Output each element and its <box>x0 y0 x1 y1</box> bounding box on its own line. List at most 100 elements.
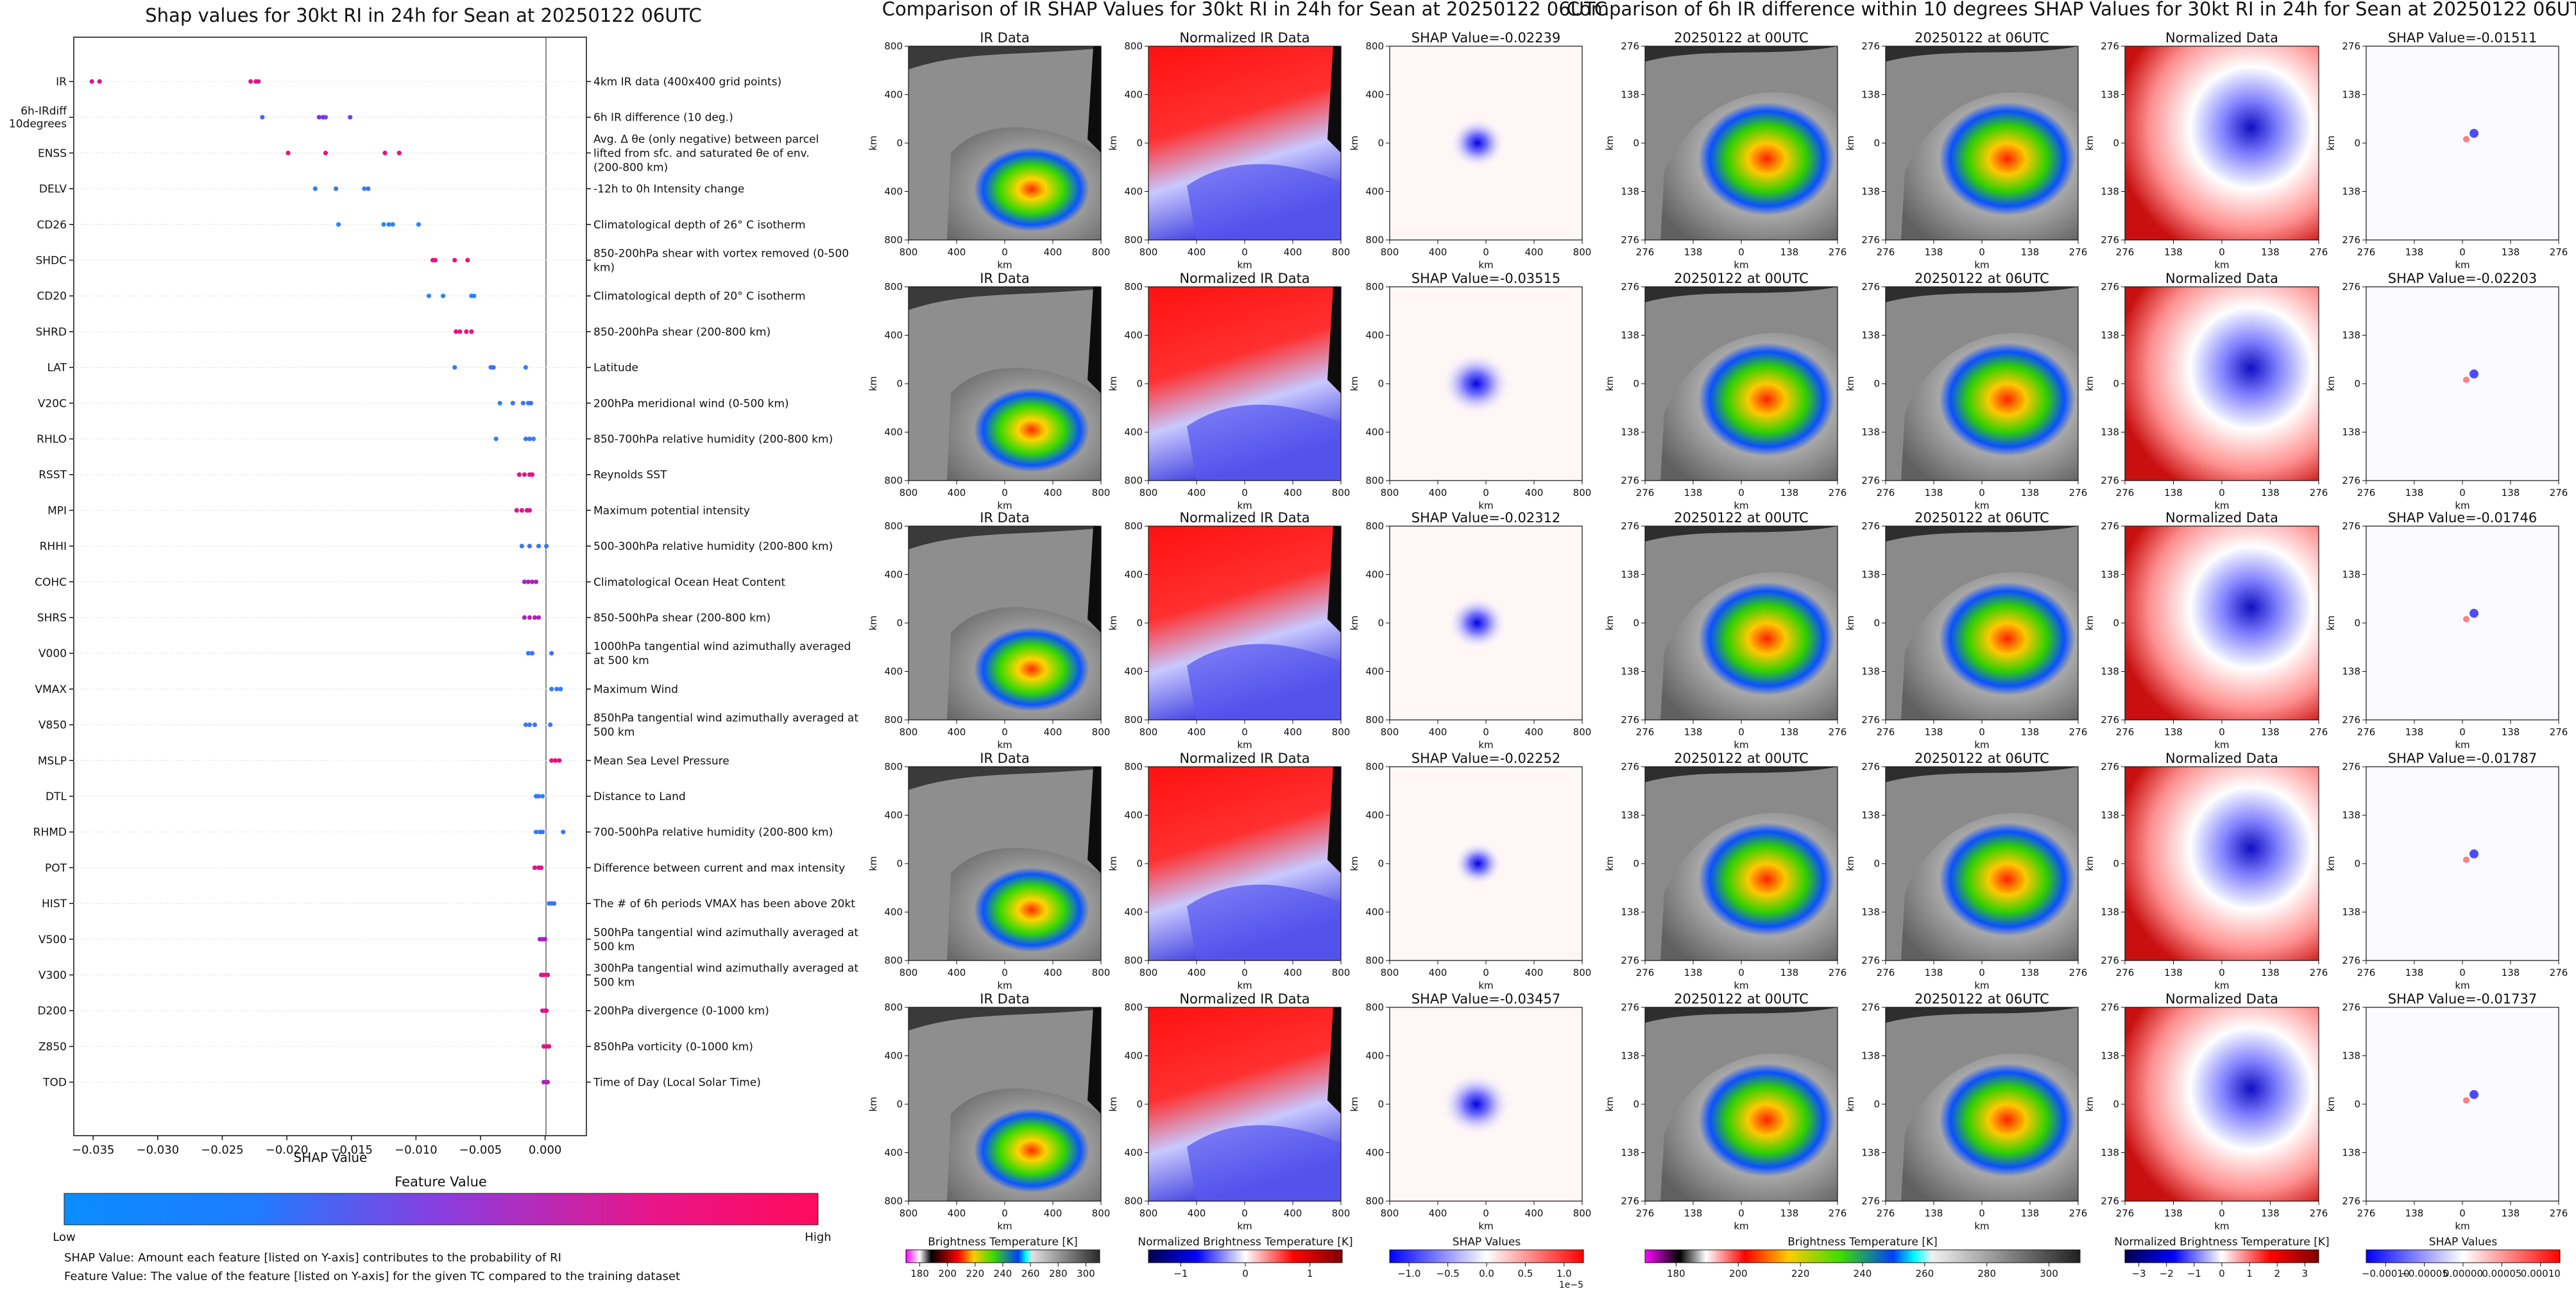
panel-y-tick-label: 0 <box>1136 858 1143 869</box>
panel-x-tick-label: 0 <box>2219 1208 2225 1219</box>
panel-x-tick-label: 138 <box>2021 726 2040 738</box>
shap-point <box>545 972 550 978</box>
feature-label: COHC <box>35 576 67 589</box>
panel-y-tick-label: 0 <box>1873 137 1880 149</box>
panel-x-tick-label: 276 <box>2357 487 2376 499</box>
panel-y-tick-label: 276 <box>1861 955 1880 966</box>
panel-y-tick-label: 0 <box>2113 617 2119 629</box>
panel-y-tick-label: 276 <box>2101 1002 2119 1013</box>
panel-x-tick-label: 276 <box>1636 487 1655 499</box>
colorbar-tick-label: 1.0 <box>1557 1268 1572 1279</box>
panel-x-tick-label: 138 <box>2021 967 2040 978</box>
panel-title: Normalized IR Data <box>1179 991 1309 1007</box>
diff-storm-region <box>1660 1053 1838 1201</box>
panel-y-tick-label: 0 <box>1633 137 1639 149</box>
shap-point <box>312 186 318 191</box>
panel-x-tick-label: 0 <box>1738 967 1744 978</box>
panel-y-unit: km <box>1845 1097 1856 1111</box>
panel-x-tick-label: 0 <box>1002 726 1008 738</box>
panel-x-tick-label: 276 <box>1829 246 1847 258</box>
panel-y-tick-label: 0 <box>2354 617 2360 629</box>
shap-point <box>336 222 341 227</box>
shap-point <box>549 687 554 692</box>
diff-shap-background <box>2366 526 2559 720</box>
colorbar-tick-label: −0.00005 <box>2400 1268 2448 1279</box>
panel-x-tick-label: 276 <box>2116 726 2135 738</box>
panel-y-tick-label: 276 <box>1621 1002 1639 1013</box>
colorbar-tick-label: −0.00010 <box>2362 1268 2410 1279</box>
panel-x-unit: km <box>1237 259 1252 271</box>
panel-title: SHAP Value=-0.02203 <box>2388 271 2538 286</box>
shap-summary-axes <box>73 37 587 1136</box>
panel-y-tick-label: 138 <box>2101 330 2119 341</box>
map-panel: SHAP Value=-0.02239800800400400004004008… <box>1349 30 1591 271</box>
panel-title: SHAP Value=-0.02239 <box>1412 30 1561 46</box>
panel-x-tick-label: 400 <box>948 967 966 978</box>
shap-point <box>519 543 524 549</box>
panel-x-unit: km <box>1734 259 1748 271</box>
panel-y-tick-label: 276 <box>2101 40 2119 52</box>
panel-x-tick-label: 0 <box>1483 1208 1489 1219</box>
panel-y-tick-label: 400 <box>1124 89 1143 101</box>
panel-x-tick-label: 800 <box>1139 967 1158 978</box>
shap-point <box>286 150 291 155</box>
panel-y-tick-label: 276 <box>1861 281 1880 293</box>
ir-storm-region <box>947 127 1101 240</box>
panel-y-tick-label: 0 <box>2113 1098 2119 1110</box>
panel-y-tick-label: 400 <box>884 1050 903 1062</box>
panel-x-tick-label: 400 <box>1429 1208 1447 1219</box>
panel-x-tick-label: 138 <box>2405 487 2424 499</box>
shap-point <box>542 937 548 942</box>
panel-x-tick-label: 800 <box>1573 246 1592 258</box>
panel-x-unit: km <box>2214 980 2229 991</box>
panel-x-tick-label: 800 <box>1381 726 1399 738</box>
feature-description: Climatological depth of 20° C isotherm <box>593 290 806 303</box>
map-panel: Normalized Data2762761381380013813827627… <box>2084 510 2328 751</box>
colorbar-tick-label: 260 <box>1916 1268 1934 1279</box>
panel-x-tick-label: 400 <box>1188 487 1206 499</box>
panel-x-tick-label: 400 <box>1429 726 1447 738</box>
colorbar-tick-label: 240 <box>1854 1268 1872 1279</box>
shap-summary-title: Shap values for 30kt RI in 24h for Sean … <box>145 4 701 26</box>
panel-x-unit: km <box>1478 739 1493 751</box>
feature-description: Avg. Δ θe (only negative) between parcel… <box>593 133 819 174</box>
shap-point <box>527 436 533 441</box>
panel-y-tick-label: 276 <box>2101 955 2119 966</box>
shap-point <box>519 508 524 513</box>
diff-shap-spot-negative <box>2469 608 2478 618</box>
ir-storm-region <box>947 368 1101 481</box>
colorbar: SHAP Values −0.00010−0.000050.000000.0000… <box>2362 1236 2561 1279</box>
panel-y-tick-label: 800 <box>884 761 903 773</box>
shap-negative-blob <box>1424 1052 1540 1157</box>
panel-y-tick-label: 276 <box>1861 234 1880 246</box>
ir-no-data-edge <box>1088 526 1101 633</box>
shap-point <box>529 579 535 585</box>
shap-point <box>452 365 457 370</box>
panel-y-tick-label: 138 <box>1621 1050 1639 1062</box>
shap-point <box>527 508 533 513</box>
panel-y-unit: km <box>2084 376 2095 391</box>
diff-storm-region <box>1901 812 2078 960</box>
shap-point <box>89 79 94 84</box>
panel-title: Normalized Data <box>2165 30 2278 46</box>
panel-y-tick-label: 0 <box>1633 858 1639 869</box>
feature-label: CD26 <box>37 219 67 232</box>
panel-y-tick-label: 138 <box>1861 330 1880 341</box>
diff-shap-spot-positive <box>2463 615 2469 622</box>
panel-title: 20250122 at 06UTC <box>1915 30 2049 46</box>
shap-note-2: Feature Value: The value of the feature … <box>64 1270 680 1283</box>
panel-y-tick-label: 138 <box>1861 907 1880 918</box>
panel-y-tick-label: 276 <box>1621 761 1639 773</box>
panel-x-tick-label: 276 <box>2357 246 2376 258</box>
panel-y-tick-label: 0 <box>1633 1098 1639 1110</box>
panel-title: SHAP Value=-0.03457 <box>1412 991 1561 1007</box>
panel-y-tick-label: 0 <box>1378 858 1384 869</box>
shap-point <box>525 579 531 585</box>
colorbar-tick-label: 180 <box>910 1268 929 1279</box>
panel-x-tick-label: 800 <box>1381 246 1399 258</box>
shap-point <box>493 436 499 441</box>
panel-x-tick-label: 276 <box>1877 726 1895 738</box>
shap-point <box>540 794 545 799</box>
panel-y-tick-label: 0 <box>1378 617 1384 629</box>
panel-x-tick-label: 276 <box>2069 967 2088 978</box>
